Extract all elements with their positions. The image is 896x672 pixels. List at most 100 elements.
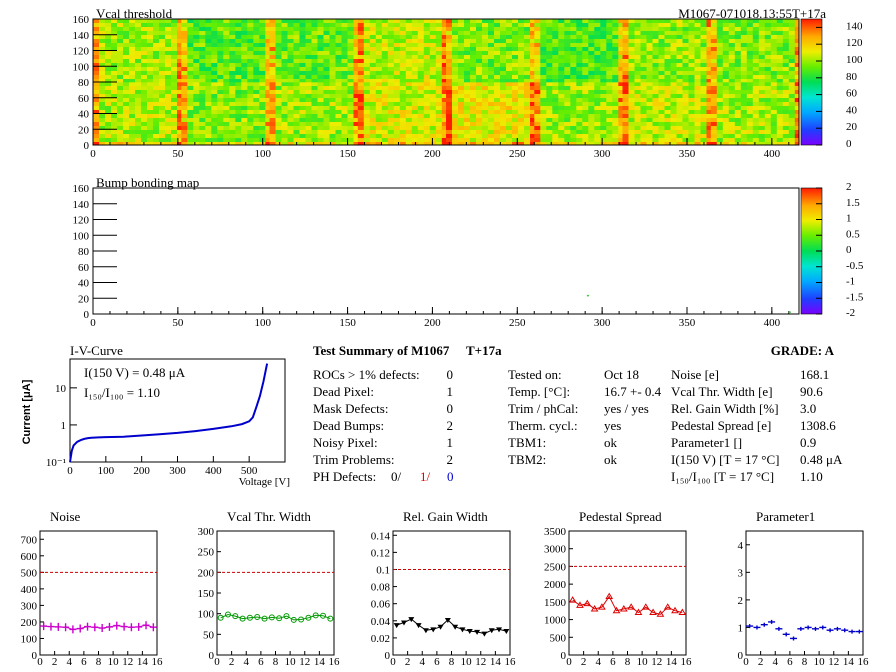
- vcal-cell: [446, 75, 453, 80]
- vcal-cell: [634, 126, 641, 131]
- vcal-cell: [512, 86, 519, 91]
- vcal-cell: [770, 59, 778, 64]
- roc-plot-xtick-label: 6: [787, 656, 793, 668]
- vcal-cell: [664, 19, 671, 24]
- vcal-cell: [305, 106, 312, 111]
- vcal-cell: [417, 98, 425, 103]
- vcal-cell: [706, 118, 712, 123]
- vcal-cell: [622, 39, 629, 44]
- vcal-cell: [177, 86, 182, 91]
- bump-map-xtick-label: 50: [172, 317, 184, 329]
- vcal-cell: [193, 19, 200, 24]
- vcal-cell: [287, 75, 294, 80]
- vcal-cell: [305, 47, 312, 52]
- vcal-cell: [776, 126, 784, 131]
- vcal-cell: [217, 67, 224, 72]
- vcal-cell: [676, 102, 683, 107]
- vcal-cell: [670, 39, 677, 44]
- vcal-cell: [488, 39, 495, 44]
- vcal-cell: [764, 82, 772, 87]
- roc-plot-point: [496, 627, 503, 633]
- vcal-cell: [229, 122, 236, 127]
- vcal-cell: [287, 122, 294, 127]
- vcal-cell: [241, 82, 248, 87]
- vcal-cell: [530, 110, 535, 115]
- vcal-cell: [393, 102, 401, 107]
- vcal-cell: [740, 55, 748, 60]
- vcal-cell: [628, 122, 635, 127]
- summary-condition-label: Temp. [°C]:: [508, 384, 570, 399]
- vcal-cell: [530, 122, 535, 127]
- roc-plot-xtick-label: 16: [505, 656, 517, 668]
- vcal-cell: [369, 102, 377, 107]
- vcal-cell: [229, 130, 236, 135]
- vcal-cell: [740, 51, 748, 56]
- vcal-cell: [417, 23, 425, 28]
- roc-plot-point: [641, 603, 650, 610]
- vcal-cell: [241, 35, 248, 40]
- vcal-cell: [435, 51, 443, 56]
- vcal-map-xtick-label: 200: [424, 148, 441, 160]
- vcal-cell: [111, 110, 118, 115]
- vcal-cell: [177, 47, 182, 52]
- vcal-cell: [518, 39, 525, 44]
- vcal-cell: [458, 71, 465, 76]
- vcal-cell: [229, 43, 236, 48]
- vcal-cell: [357, 90, 365, 95]
- roc-plot-point: [488, 628, 495, 634]
- vcal-cell: [417, 67, 425, 72]
- vcal-cell: [129, 118, 136, 123]
- vcal-cell: [147, 90, 154, 95]
- vcal-cell: [147, 82, 154, 87]
- vcal-cell: [530, 79, 535, 83]
- vcal-cell: [187, 134, 194, 139]
- vcal-cell: [287, 82, 294, 87]
- vcal-cell: [99, 94, 106, 99]
- vcal-cell: [728, 23, 736, 28]
- vcal-cell: [299, 23, 306, 28]
- vcal-cell: [293, 110, 300, 115]
- roc-plot-point: [452, 624, 459, 630]
- roc-plot-xtick-label: 10: [461, 656, 473, 668]
- vcal-cell: [612, 59, 619, 64]
- vcal-cell: [682, 43, 689, 48]
- vcal-cell: [706, 75, 712, 80]
- vcal-cell: [205, 19, 212, 24]
- vcal-cell: [600, 122, 607, 127]
- vcal-cell: [417, 118, 425, 123]
- vcal-cell: [269, 43, 276, 48]
- vcal-cell: [311, 94, 318, 99]
- vcal-cell: [247, 19, 254, 24]
- vcal-cell: [570, 55, 577, 60]
- vcal-cell: [734, 43, 742, 48]
- vcal-cell: [287, 94, 294, 99]
- vcal-cell: [512, 79, 519, 83]
- vcal-cell: [476, 23, 483, 28]
- vcal-cell: [558, 90, 565, 95]
- vcal-cell: [275, 118, 282, 123]
- vcal-cell: [93, 47, 100, 52]
- vcal-cell: [141, 90, 148, 95]
- vcal-cell: [582, 122, 589, 127]
- vcal-cell: [293, 35, 300, 40]
- vcal-cell: [618, 134, 623, 139]
- vcal-cell: [363, 82, 371, 87]
- vcal-cell: [417, 47, 425, 52]
- vcal-cell: [470, 82, 477, 87]
- vcal-cell: [369, 19, 377, 24]
- vcal-cell: [588, 142, 595, 146]
- vcal-cell: [159, 63, 166, 68]
- vcal-cell: [317, 94, 324, 99]
- vcal-cell: [287, 35, 294, 40]
- vcal-cell: [141, 86, 148, 91]
- vcal-cell: [518, 142, 525, 146]
- vcal-cell: [710, 23, 718, 28]
- vcal-cell: [235, 55, 242, 60]
- vcal-cell: [411, 118, 419, 123]
- vcal-cell: [193, 75, 200, 80]
- vcal-cell: [564, 27, 571, 32]
- vcal-cell: [405, 67, 413, 72]
- vcal-cell: [429, 102, 437, 107]
- vcal-cell: [165, 98, 172, 103]
